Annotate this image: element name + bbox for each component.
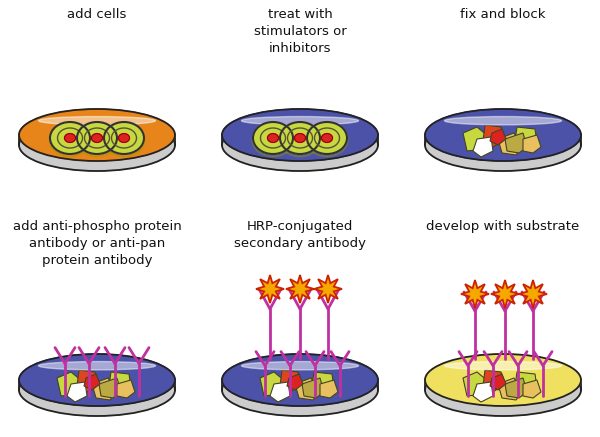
Polygon shape: [523, 380, 541, 398]
Polygon shape: [314, 275, 342, 303]
Text: add anti-phospho protein
antibody or anti-pan
protein antibody: add anti-phospho protein antibody or ant…: [13, 220, 181, 267]
Polygon shape: [515, 127, 537, 149]
Polygon shape: [483, 125, 505, 147]
Text: add cells: add cells: [67, 8, 127, 21]
Ellipse shape: [38, 361, 155, 370]
Ellipse shape: [103, 123, 145, 157]
Ellipse shape: [425, 364, 581, 416]
Polygon shape: [463, 127, 489, 151]
Ellipse shape: [104, 122, 144, 154]
Text: develop with substrate: develop with substrate: [427, 220, 580, 233]
Ellipse shape: [306, 123, 348, 157]
Polygon shape: [505, 133, 527, 153]
Polygon shape: [280, 370, 302, 392]
Polygon shape: [117, 380, 135, 398]
Ellipse shape: [19, 364, 175, 416]
Polygon shape: [260, 372, 286, 396]
Ellipse shape: [119, 134, 130, 142]
Ellipse shape: [222, 354, 378, 406]
Polygon shape: [490, 129, 506, 145]
Ellipse shape: [445, 361, 562, 370]
Polygon shape: [256, 275, 284, 303]
Polygon shape: [505, 378, 527, 398]
Polygon shape: [473, 382, 493, 402]
Ellipse shape: [19, 109, 175, 161]
Ellipse shape: [253, 122, 293, 154]
Polygon shape: [515, 372, 537, 394]
Ellipse shape: [76, 123, 118, 157]
Polygon shape: [498, 378, 522, 400]
Polygon shape: [92, 378, 116, 400]
Ellipse shape: [241, 117, 359, 125]
Ellipse shape: [65, 134, 76, 142]
Polygon shape: [523, 135, 541, 153]
Ellipse shape: [252, 123, 294, 157]
Text: treat with
stimulators or
inhibitors: treat with stimulators or inhibitors: [254, 8, 346, 55]
Ellipse shape: [38, 117, 155, 125]
Ellipse shape: [425, 354, 581, 406]
Polygon shape: [491, 280, 519, 308]
Ellipse shape: [49, 123, 91, 157]
Polygon shape: [270, 382, 290, 402]
Polygon shape: [483, 370, 505, 392]
Text: fix and block: fix and block: [460, 8, 546, 21]
Polygon shape: [99, 378, 121, 398]
Polygon shape: [295, 378, 319, 400]
Polygon shape: [109, 372, 131, 394]
Polygon shape: [286, 275, 314, 303]
Ellipse shape: [50, 122, 90, 154]
Ellipse shape: [77, 122, 117, 154]
Ellipse shape: [322, 134, 332, 142]
Ellipse shape: [268, 134, 278, 142]
Polygon shape: [67, 382, 87, 402]
Ellipse shape: [19, 354, 175, 406]
Ellipse shape: [279, 123, 321, 157]
Ellipse shape: [222, 119, 378, 171]
Polygon shape: [57, 372, 83, 396]
Ellipse shape: [295, 134, 305, 142]
Text: HRP-conjugated
secondary antibody: HRP-conjugated secondary antibody: [234, 220, 366, 250]
Ellipse shape: [19, 119, 175, 171]
Ellipse shape: [280, 122, 320, 154]
Ellipse shape: [445, 117, 562, 125]
Polygon shape: [84, 374, 100, 390]
Polygon shape: [77, 370, 99, 392]
Ellipse shape: [222, 364, 378, 416]
Ellipse shape: [222, 109, 378, 161]
Polygon shape: [473, 137, 493, 157]
Ellipse shape: [241, 361, 359, 370]
Polygon shape: [461, 280, 489, 308]
Polygon shape: [490, 374, 506, 390]
Ellipse shape: [91, 134, 103, 142]
Polygon shape: [463, 372, 489, 396]
Ellipse shape: [307, 122, 347, 154]
Polygon shape: [320, 380, 338, 398]
Polygon shape: [302, 378, 324, 398]
Polygon shape: [287, 374, 303, 390]
Polygon shape: [498, 133, 522, 155]
Polygon shape: [519, 280, 547, 308]
Ellipse shape: [425, 109, 581, 161]
Ellipse shape: [425, 119, 581, 171]
Polygon shape: [312, 372, 334, 394]
